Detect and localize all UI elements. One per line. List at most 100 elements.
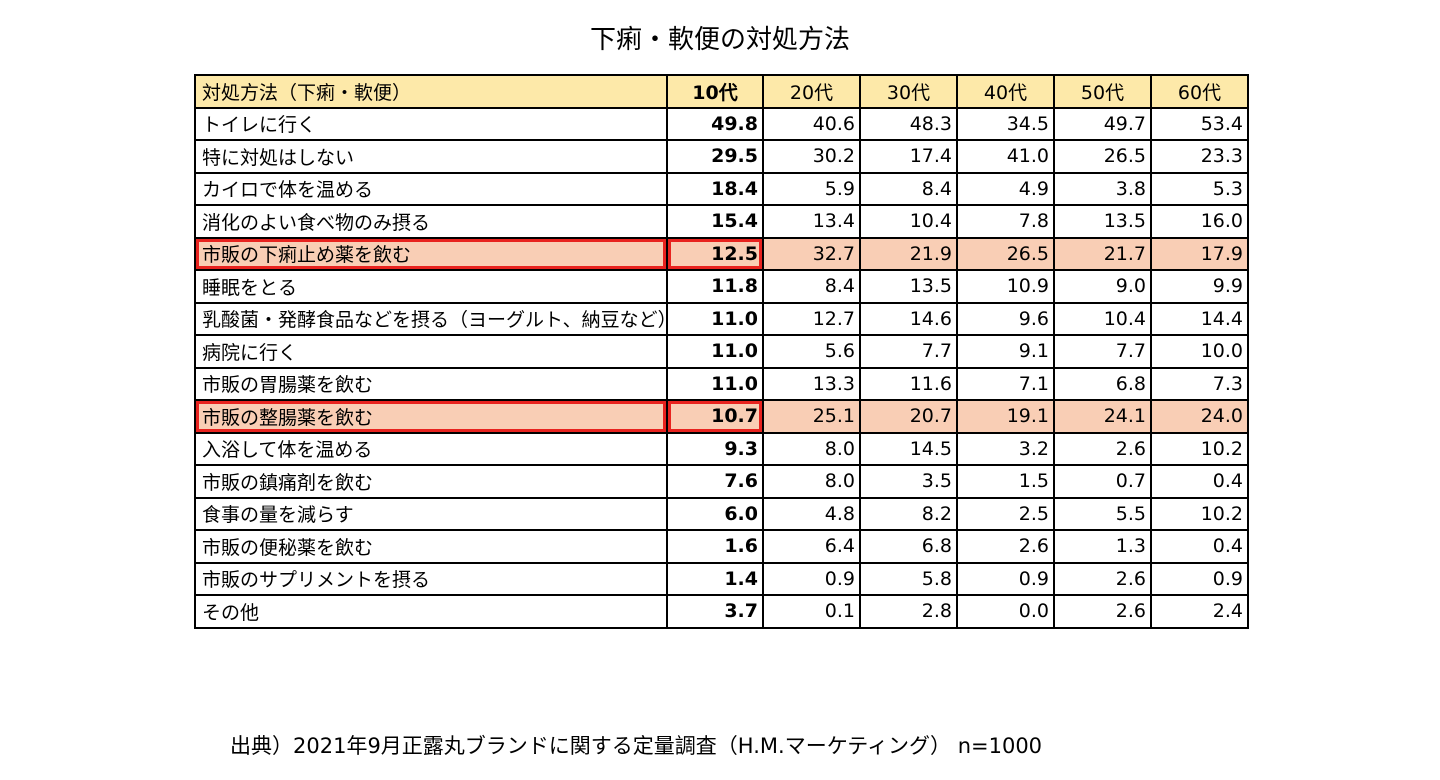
cell-value: 10.4 (859, 204, 958, 239)
cell-value: 24.0 (1150, 399, 1249, 434)
row-label: 市販の整腸薬を飲む (194, 399, 668, 434)
cell-value: 49.7 (1053, 106, 1152, 141)
cell-value: 30.2 (762, 139, 861, 174)
cell-value: 11.6 (859, 366, 958, 401)
cell-value: 11.0 (666, 366, 764, 401)
cell-value: 2.6 (956, 529, 1055, 564)
cell-value: 25.1 (762, 399, 861, 434)
table-row: 食事の量を減らす 6.0 4.8 8.2 2.5 5.5 10.2 (194, 496, 1249, 531)
cell-value: 13.3 (762, 366, 861, 401)
table-row: 市販の下痢止め薬を飲む 12.5 32.7 21.9 26.5 21.7 17.9 (194, 236, 1249, 271)
table-row: 市販の鎮痛剤を飲む 7.6 8.0 3.5 1.5 0.7 0.4 (194, 464, 1249, 499)
table-body: トイレに行く 49.8 40.6 48.3 34.5 49.7 53.4 特に対処はしない 29… (194, 106, 1249, 629)
cell-value: 0.4 (1150, 464, 1249, 499)
table-row: 病院に行く 11.0 5.6 7.7 9.1 7.7 10.0 (194, 334, 1249, 369)
cell-value: 3.8 (1053, 171, 1152, 206)
cell-value: 7.6 (666, 464, 764, 499)
cell-value: 5.5 (1053, 496, 1152, 531)
row-label: 乳酸菌・発酵食品などを摂る（ヨーグルト、納豆など） (194, 301, 668, 336)
cell-value: 24.1 (1053, 399, 1152, 434)
cell-value: 8.0 (762, 431, 861, 466)
cell-value: 9.1 (956, 334, 1055, 369)
cell-value: 6.8 (859, 529, 958, 564)
cell-value: 1.3 (1053, 529, 1152, 564)
cell-value: 7.3 (1150, 366, 1249, 401)
cell-value: 1.4 (666, 561, 764, 596)
cell-value: 1.6 (666, 529, 764, 564)
cell-value: 2.5 (956, 496, 1055, 531)
cell-value: 13.5 (859, 269, 958, 304)
cell-value: 10.2 (1150, 431, 1249, 466)
cell-value: 26.5 (956, 236, 1055, 271)
table-row: 特に対処はしない 29.5 30.2 17.4 41.0 26.5 23.3 (194, 139, 1249, 174)
cell-value: 0.0 (956, 594, 1055, 629)
cell-value: 2.8 (859, 594, 958, 629)
row-label: 市販の下痢止め薬を飲む (194, 236, 668, 271)
table-row: 市販の便秘薬を飲む 1.6 6.4 6.8 2.6 1.3 0.4 (194, 529, 1249, 564)
cell-value: 12.7 (762, 301, 861, 336)
cell-value: 21.7 (1053, 236, 1152, 271)
cell-value: 10.7 (666, 399, 764, 434)
cell-value: 2.6 (1053, 594, 1152, 629)
cell-value: 21.9 (859, 236, 958, 271)
cell-value: 16.0 (1150, 204, 1249, 239)
cell-value: 9.3 (666, 431, 764, 466)
cell-value: 14.4 (1150, 301, 1249, 336)
cell-value: 11.8 (666, 269, 764, 304)
cell-value: 3.5 (859, 464, 958, 499)
cell-value: 0.9 (1150, 561, 1249, 596)
table-row: トイレに行く 49.8 40.6 48.3 34.5 49.7 53.4 (194, 106, 1249, 141)
cell-value: 5.9 (762, 171, 861, 206)
cell-value: 14.5 (859, 431, 958, 466)
cell-value: 0.1 (762, 594, 861, 629)
cell-value: 17.4 (859, 139, 958, 174)
cell-value: 13.5 (1053, 204, 1152, 239)
cell-value: 10.4 (1053, 301, 1152, 336)
cell-value: 41.0 (956, 139, 1055, 174)
row-label: トイレに行く (194, 106, 668, 141)
header-col-20s: 20代 (762, 74, 861, 109)
cell-value: 0.7 (1053, 464, 1152, 499)
row-label: 消化のよい食べ物のみ摂る (194, 204, 668, 239)
table-row: 入浴して体を温める 9.3 8.0 14.5 3.2 2.6 10.2 (194, 431, 1249, 466)
table-row: カイロで体を温める 18.4 5.9 8.4 4.9 3.8 5.3 (194, 171, 1249, 206)
cell-value: 32.7 (762, 236, 861, 271)
row-label: その他 (194, 594, 668, 629)
cell-value: 10.2 (1150, 496, 1249, 531)
cell-value: 53.4 (1150, 106, 1249, 141)
cell-value: 4.9 (956, 171, 1055, 206)
cell-value: 1.5 (956, 464, 1055, 499)
cell-value: 13.4 (762, 204, 861, 239)
cell-value: 6.8 (1053, 366, 1152, 401)
cell-value: 15.4 (666, 204, 764, 239)
row-label: 市販の胃腸薬を飲む (194, 366, 668, 401)
cell-value: 11.0 (666, 334, 764, 369)
cell-value: 48.3 (859, 106, 958, 141)
header-col-10s: 10代 (666, 74, 764, 109)
cell-value: 18.4 (666, 171, 764, 206)
cell-value: 34.5 (956, 106, 1055, 141)
row-label: 睡眠をとる (194, 269, 668, 304)
cell-value: 2.4 (1150, 594, 1249, 629)
cell-value: 3.7 (666, 594, 764, 629)
table-row: その他 3.7 0.1 2.8 0.0 2.6 2.4 (194, 594, 1249, 629)
cell-value: 4.8 (762, 496, 861, 531)
cell-value: 2.6 (1053, 431, 1152, 466)
table-row: 市販のサプリメントを摂る 1.4 0.9 5.8 0.9 2.6 0.9 (194, 561, 1249, 596)
row-label: 特に対処はしない (194, 139, 668, 174)
cell-value: 7.7 (859, 334, 958, 369)
cell-value: 20.7 (859, 399, 958, 434)
cell-value: 7.8 (956, 204, 1055, 239)
header-col-30s: 30代 (859, 74, 958, 109)
cell-value: 8.0 (762, 464, 861, 499)
cell-value: 5.6 (762, 334, 861, 369)
cell-value: 8.4 (859, 171, 958, 206)
cell-value: 11.0 (666, 301, 764, 336)
header-label: 対処方法（下痢・軟便） (194, 74, 668, 109)
data-table: 対処方法（下痢・軟便） 10代 20代 30代 40代 50代 60代 トイレに… (194, 74, 1249, 629)
cell-value: 9.6 (956, 301, 1055, 336)
header-col-50s: 50代 (1053, 74, 1152, 109)
cell-value: 9.0 (1053, 269, 1152, 304)
row-label: 入浴して体を温める (194, 431, 668, 466)
header-col-60s: 60代 (1150, 74, 1249, 109)
